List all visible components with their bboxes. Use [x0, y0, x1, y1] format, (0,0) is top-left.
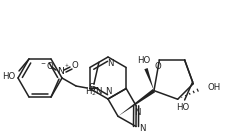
Text: N: N — [107, 59, 113, 68]
Polygon shape — [144, 68, 154, 91]
Polygon shape — [118, 89, 155, 116]
Text: HO: HO — [137, 56, 151, 65]
Text: HO: HO — [176, 103, 189, 112]
Text: OH: OH — [207, 83, 220, 92]
Text: N: N — [134, 108, 141, 117]
Text: $^+$: $^+$ — [64, 64, 70, 70]
Text: H$_2$N: H$_2$N — [85, 86, 103, 99]
Text: $^-$O: $^-$O — [39, 60, 55, 71]
Text: N: N — [58, 67, 64, 75]
Text: S: S — [89, 83, 95, 93]
Text: O: O — [154, 62, 161, 72]
Text: HO: HO — [2, 72, 16, 82]
Text: O: O — [72, 61, 78, 70]
Text: N: N — [139, 124, 145, 133]
Text: N: N — [105, 88, 111, 96]
